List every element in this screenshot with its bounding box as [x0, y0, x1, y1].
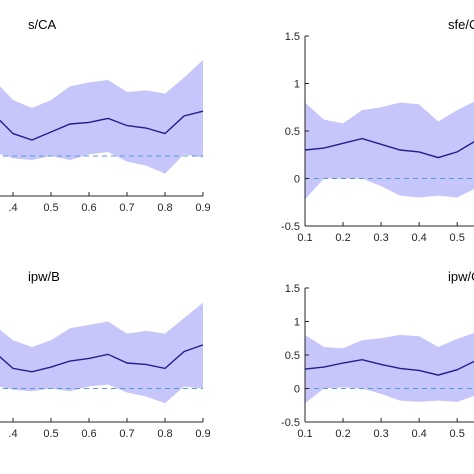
y-tick-label: 0.5 — [285, 350, 300, 362]
x-tick-label: 0.7 — [119, 202, 134, 214]
panel-title: sfe/C — [448, 17, 474, 32]
x-tick-label: 0.8 — [157, 428, 172, 440]
y-tick-label: 1.5 — [285, 283, 300, 295]
x-tick-label: 0.5 — [450, 428, 465, 440]
x-tick-label: 0.6 — [81, 428, 96, 440]
y-tick-label: 1 — [294, 79, 300, 91]
y-tick-label: 1 — [294, 317, 300, 329]
estimate-line — [0, 110, 204, 141]
y-tick-label: -0.5 — [281, 221, 300, 233]
y-tick-label: 0.5 — [285, 126, 300, 138]
x-tick-label: 0.8 — [157, 202, 172, 214]
x-tick-label: 0.4 — [411, 232, 426, 244]
y-tick-label: 0 — [294, 384, 300, 396]
x-tick-label: 0.1 — [297, 232, 312, 244]
confidence-band — [305, 332, 474, 404]
panel-2: 0.1 0.2 0.3 0.4 0.5 -0.5 0 0.5 1 1.5 sfe/C — [281, 17, 474, 244]
panel-title: ipw/C — [448, 269, 474, 284]
x-tick-label: 0.5 — [43, 428, 58, 440]
x-tick-label: 0.6 — [81, 202, 96, 214]
x-tick-label: 0.2 — [335, 232, 350, 244]
y-tick-label: 1.5 — [285, 31, 300, 43]
x-tick-label: .4 — [8, 428, 17, 440]
x-tick-label: 0.5 — [450, 232, 465, 244]
panel-title: s/CA — [28, 17, 57, 32]
panel-title: ipw/B — [28, 269, 60, 284]
x-tick-label: 0.9 — [195, 202, 210, 214]
estimate-line — [0, 344, 204, 373]
confidence-band — [305, 101, 474, 200]
x-tick-label: 0.2 — [335, 428, 350, 440]
panel-4: 0.1 0.2 0.3 0.4 0.5 -0.5 0 0.5 1 1.5 ipw/C — [281, 269, 474, 440]
x-tick-label: 0.1 — [297, 428, 312, 440]
confidence-band — [0, 60, 203, 174]
x-tick-label: 0.3 — [373, 232, 388, 244]
confidence-band — [0, 302, 203, 404]
x-tick-label: 0.9 — [195, 428, 210, 440]
estimate-line — [304, 137, 474, 159]
x-tick-label: .4 — [8, 202, 17, 214]
estimate-line — [304, 358, 474, 376]
y-tick-label: 0 — [294, 174, 300, 186]
x-tick-label: 0.5 — [43, 202, 58, 214]
panel-1: .4 0.5 0.6 0.7 0.8 0.9 s/CA — [0, 17, 211, 214]
x-tick-label: 0.7 — [119, 428, 134, 440]
x-tick-label: 0.4 — [411, 428, 426, 440]
x-tick-label: 0.3 — [373, 428, 388, 440]
y-tick-label: -0.5 — [281, 417, 300, 429]
panel-3: .4 0.5 0.6 0.7 0.8 0.9 ipw/B — [0, 269, 211, 440]
